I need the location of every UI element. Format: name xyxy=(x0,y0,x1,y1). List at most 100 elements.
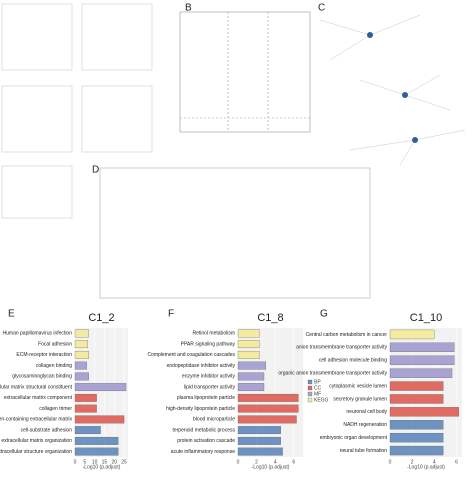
category-label: cell adhesion molecule binding xyxy=(319,358,387,364)
bar xyxy=(389,420,444,430)
bar xyxy=(237,436,281,445)
x-tick-label: 2 xyxy=(411,459,414,465)
bar xyxy=(389,394,444,404)
category-label: neural tube formation xyxy=(340,448,387,454)
bar xyxy=(74,329,89,338)
category-label: extracellular matrix component xyxy=(4,395,73,401)
bar xyxy=(237,383,265,392)
category-label: protein activation cascade xyxy=(177,438,235,444)
panel-c-layout xyxy=(319,14,466,166)
x-tick-label: 0 xyxy=(74,459,77,465)
legend-swatch xyxy=(307,385,313,391)
plot-area xyxy=(75,328,128,457)
chart-title: C1_2 xyxy=(88,312,114,324)
bar xyxy=(237,426,281,435)
panel-label: C xyxy=(318,3,325,14)
bar xyxy=(389,329,435,340)
panel-b-layout xyxy=(179,11,311,133)
bar xyxy=(237,415,297,424)
x-tick-label: 10 xyxy=(92,459,98,465)
legend-swatch xyxy=(307,397,313,403)
x-tick-label: 0 xyxy=(389,459,392,465)
category-label: plasma lipoprotein particle xyxy=(177,395,235,401)
category-label: enzyme inhibitor activity xyxy=(182,374,236,380)
x-axis-label: -Log10 (p.adjust) xyxy=(407,464,445,470)
bar xyxy=(74,393,97,402)
category-label: high-density lipoprotein particle xyxy=(166,406,235,412)
category-label: terpenoid metabolic process xyxy=(172,427,235,433)
legend-swatch xyxy=(307,391,313,397)
panel-d-layout xyxy=(99,167,371,299)
category-label: organic anion transmembrane transporter … xyxy=(278,370,387,376)
bar xyxy=(74,383,127,392)
category-label: Central carbon metabolism in cancer xyxy=(306,332,388,338)
category-label: lipid transporter activity xyxy=(184,384,236,390)
category-label: acute inflammatory response xyxy=(171,449,235,455)
x-tick-label: 2 xyxy=(255,459,258,465)
x-axis-label: -Log10 (p.adjust) xyxy=(252,464,290,470)
bar xyxy=(74,436,119,445)
category-label: neuronal cell body xyxy=(346,409,387,415)
category-label: cell-substrate adhesion xyxy=(21,427,73,433)
legend-swatch xyxy=(307,379,313,385)
category-label: glycosaminoglycan binding xyxy=(12,374,72,380)
bar xyxy=(74,340,88,349)
bar xyxy=(74,415,125,424)
panel-label: F xyxy=(168,309,174,320)
bar xyxy=(389,407,459,417)
category-label: blood microparticle xyxy=(193,417,235,423)
chart-title: C1_8 xyxy=(257,312,283,324)
category-label: extracellular matrix organization xyxy=(1,438,72,444)
bar xyxy=(237,329,260,338)
category-label: PPAR signaling pathway xyxy=(181,341,236,347)
bar xyxy=(389,355,455,365)
legend-label: KEGG xyxy=(314,397,329,403)
x-tick-label: 0 xyxy=(237,459,240,465)
x-tick-label: 25 xyxy=(121,459,127,465)
panel-label: B xyxy=(185,3,192,14)
plot-area xyxy=(238,328,303,457)
bar xyxy=(237,372,265,381)
category-label: secretory granule lumen xyxy=(333,396,387,402)
x-tick-label: 20 xyxy=(111,459,117,465)
bar xyxy=(237,340,260,349)
bar xyxy=(74,350,89,359)
legend-label: MF xyxy=(314,391,321,397)
category-label: NADH regeneration xyxy=(343,422,387,428)
chart-title: C1_10 xyxy=(410,312,442,324)
bar xyxy=(74,426,101,435)
legend-label: BP xyxy=(314,379,321,385)
x-tick-label: 4 xyxy=(433,459,436,465)
panel-label: D xyxy=(92,165,99,176)
bar xyxy=(237,393,299,402)
bar xyxy=(74,404,97,413)
bar xyxy=(74,372,89,381)
x-tick-label: 4 xyxy=(274,459,277,465)
category-label: extracellular matrix structural constitu… xyxy=(0,384,73,390)
x-tick-label: 6 xyxy=(292,459,295,465)
category-label: ECM-receptor interaction xyxy=(16,352,72,358)
bar xyxy=(237,350,260,359)
x-axis-label: -Log10 (p.adjust) xyxy=(83,464,121,470)
category-label: collagen-containing extracellular matrix xyxy=(0,417,72,423)
x-tick-label: 5 xyxy=(83,459,86,465)
bar xyxy=(389,381,444,391)
category-label: Retinol metabolism xyxy=(192,331,235,337)
category-label: Human papillomavirus infection xyxy=(3,331,73,337)
bar xyxy=(389,445,444,456)
category-label: anion transmembrane transporter activity xyxy=(296,345,387,351)
category-label: collagen trimer xyxy=(39,406,72,412)
bar xyxy=(237,447,283,456)
panel-label: E xyxy=(8,309,15,320)
panel-a-layout xyxy=(1,3,153,219)
category-label: Complement and coagulation cascades xyxy=(147,352,235,358)
legend-label: CC xyxy=(314,385,322,391)
bar xyxy=(237,404,299,413)
bar xyxy=(237,361,267,370)
category-label: embryonic organ development xyxy=(320,435,388,441)
category-label: extracellular structure organization xyxy=(0,449,72,455)
bar xyxy=(389,342,455,353)
panel-label: G xyxy=(320,309,328,320)
x-tick-label: 15 xyxy=(102,459,108,465)
